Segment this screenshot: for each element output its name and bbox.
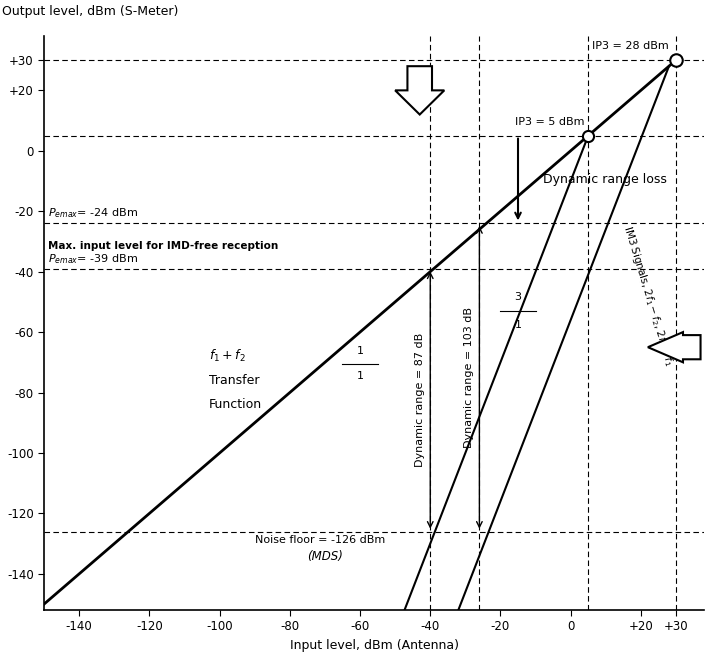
Text: 1: 1 xyxy=(356,346,363,357)
X-axis label: Input level, dBm (Antenna): Input level, dBm (Antenna) xyxy=(289,639,459,652)
Text: $P_{emax}$= -24 dBm: $P_{emax}$= -24 dBm xyxy=(48,206,138,220)
Text: (MDS): (MDS) xyxy=(307,550,343,563)
Text: Dynamic range loss: Dynamic range loss xyxy=(542,173,666,186)
Text: Output level, dBm (S-Meter): Output level, dBm (S-Meter) xyxy=(2,5,178,18)
Text: 1: 1 xyxy=(356,372,363,382)
Text: $f_1 + f_2$: $f_1 + f_2$ xyxy=(209,348,246,364)
Text: Max. input level for IMD-free reception: Max. input level for IMD-free reception xyxy=(48,241,278,251)
Text: Function: Function xyxy=(209,398,262,411)
Text: IP3 = 28 dBm: IP3 = 28 dBm xyxy=(592,41,669,51)
Text: Dynamic range = 103 dB: Dynamic range = 103 dB xyxy=(464,307,474,448)
Text: IP3 = 5 dBm: IP3 = 5 dBm xyxy=(515,117,584,127)
Text: 1: 1 xyxy=(515,320,521,330)
Text: Dynamic range = 87 dB: Dynamic range = 87 dB xyxy=(415,333,425,467)
Text: Noise floor = -126 dBm: Noise floor = -126 dBm xyxy=(255,534,385,544)
Polygon shape xyxy=(395,66,444,115)
Text: Transfer: Transfer xyxy=(209,374,260,387)
Text: 3: 3 xyxy=(515,292,521,302)
Polygon shape xyxy=(648,332,700,362)
Text: IM3 Signals, $2f_1 - f_2$, $2f_2 - f_1$: IM3 Signals, $2f_1 - f_2$, $2f_2 - f_1$ xyxy=(620,224,676,368)
Text: $P_{emax}$= -39 dBm: $P_{emax}$= -39 dBm xyxy=(48,252,138,266)
